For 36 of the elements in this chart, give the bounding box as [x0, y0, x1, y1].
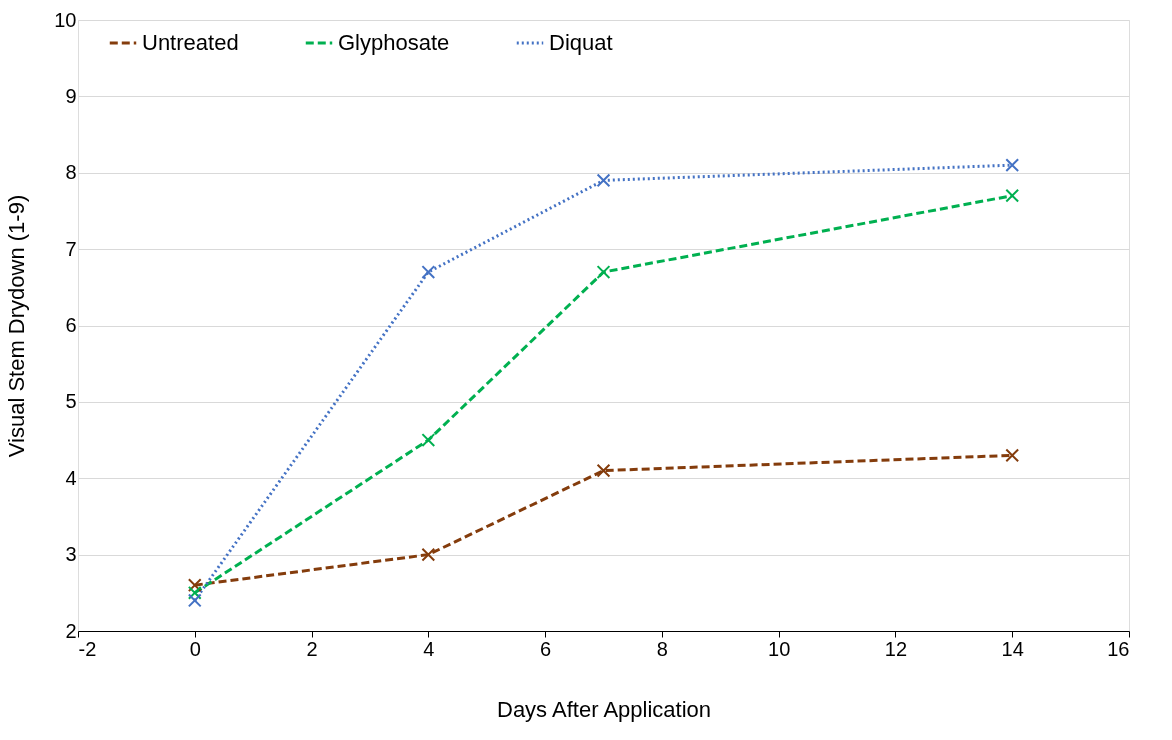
point: [596, 173, 611, 188]
y-tick-label: 6: [65, 314, 77, 336]
x-tick-label: -2: [78, 637, 97, 660]
point: [596, 265, 611, 279]
y-tick-label: 9: [65, 84, 77, 107]
point: [421, 433, 436, 447]
point: [187, 593, 202, 608]
y-tick-label: 5: [65, 390, 77, 413]
x-tick-label: 6: [540, 637, 552, 660]
point: [187, 578, 202, 593]
legend-label: Untreated: [142, 30, 239, 55]
x-tick-label: 10: [768, 637, 791, 660]
point: [421, 265, 436, 279]
legend-label: Diquat: [549, 30, 613, 55]
x-tick-label: 16: [1107, 637, 1130, 660]
point: [421, 547, 436, 562]
x-tick-label: 14: [1001, 637, 1024, 660]
x-tick-label: 4: [423, 637, 435, 660]
x-tick-label: 12: [884, 637, 908, 660]
y-tick-label: 8: [65, 161, 77, 184]
x-tick-label: 2: [306, 637, 318, 660]
point: [1005, 448, 1020, 463]
point: [187, 585, 202, 600]
x-tick-label: 0: [189, 637, 201, 660]
y-tick-label: 2: [65, 619, 77, 642]
point: [1005, 188, 1020, 203]
point: [596, 463, 611, 478]
x-axis-title: Days After Application: [496, 696, 712, 722]
y-tick-label: 4: [65, 466, 77, 489]
y-tick-label: 7: [65, 237, 77, 260]
legend-label: Glyphosate: [338, 30, 450, 55]
y-axis-title: Visual Stem Drydown (1-9): [4, 194, 30, 458]
y-tick-label: 3: [65, 543, 77, 566]
point: [1005, 158, 1020, 173]
y-tick-label: 10: [54, 8, 77, 31]
x-tick-label: 8: [656, 637, 668, 660]
